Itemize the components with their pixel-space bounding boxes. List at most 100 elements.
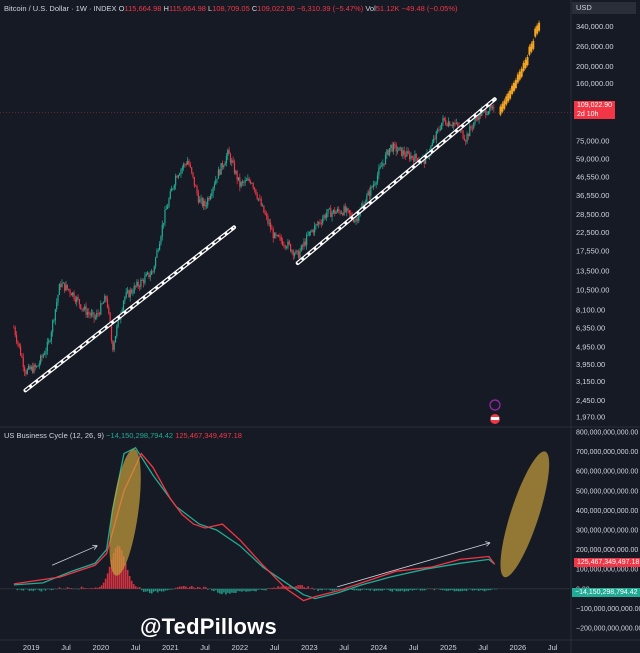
histogram-bar <box>60 588 63 590</box>
histogram-bar <box>86 588 89 590</box>
trendline-dashes <box>297 98 496 264</box>
histogram-bar <box>433 588 436 591</box>
candle-body <box>248 178 250 182</box>
candle-body <box>53 320 55 322</box>
histogram-bar <box>78 588 81 590</box>
histogram-bar <box>329 588 331 591</box>
candle-body <box>481 110 483 116</box>
annotation-arrow-2023-head <box>485 541 491 547</box>
candle-body <box>136 281 138 287</box>
candle-body <box>37 365 39 367</box>
candle-body <box>61 283 63 287</box>
candle-body <box>48 341 50 342</box>
histogram-bar <box>221 588 223 595</box>
price-tick-label: 160,000.00 <box>576 79 614 88</box>
histogram-bar <box>46 588 49 590</box>
price-tick-label: 46,550.00 <box>576 173 609 182</box>
time-tick-label: Jul <box>478 643 488 652</box>
candle-body <box>257 198 260 200</box>
projection-candle <box>526 57 529 66</box>
candle-body <box>461 129 463 131</box>
histogram-bar <box>465 588 468 592</box>
time-tick-label: Jul <box>200 643 210 652</box>
indicator-tick-label: 600,000,000,000.00 <box>576 469 638 476</box>
histogram-bar <box>285 586 287 589</box>
candle-body <box>315 224 317 226</box>
candle-body <box>378 168 380 176</box>
histogram-bar <box>423 588 426 591</box>
price-tick-label: 10,500.00 <box>576 286 609 295</box>
candle-body <box>387 150 389 156</box>
candle-body <box>370 186 372 196</box>
histogram-bar <box>369 588 372 591</box>
candle-body <box>163 223 165 225</box>
histogram-bar <box>247 588 249 592</box>
histogram-bar <box>245 588 247 592</box>
candle-body <box>220 163 222 175</box>
candle-body <box>157 250 159 251</box>
candle-body <box>463 138 465 141</box>
candle-body <box>129 290 131 298</box>
candle-body <box>168 198 170 207</box>
candle-body <box>286 247 288 248</box>
histogram-bar <box>233 588 235 593</box>
histogram-bar <box>469 588 472 590</box>
histogram-bar <box>50 588 53 591</box>
candle-body <box>169 191 171 199</box>
candle-body <box>41 355 43 358</box>
candle-body <box>81 308 83 310</box>
time-tick-label: Jul <box>339 643 349 652</box>
price-tick-label: 75,000.00 <box>576 136 609 145</box>
candle-body <box>14 327 16 336</box>
candle-body <box>271 229 273 230</box>
histogram-bar <box>427 588 430 589</box>
candle-body <box>372 184 375 188</box>
candle-body <box>336 209 339 212</box>
last-price-value: 109,022.90 <box>577 102 613 109</box>
candle-body <box>104 296 106 303</box>
histogram-bar <box>52 588 55 590</box>
candle-body <box>199 199 201 203</box>
indicator-value-1: −14,150,298,794.42 <box>106 431 174 440</box>
candle-body <box>212 187 214 194</box>
candle-body <box>486 113 488 115</box>
candle-body <box>171 188 173 192</box>
candle-body <box>265 214 268 217</box>
candle-body <box>227 149 229 157</box>
candle-body <box>45 351 47 355</box>
histogram-bar <box>421 588 424 591</box>
candle-body <box>465 140 467 142</box>
volume-value: 51.12K <box>375 4 400 13</box>
histogram-bar <box>315 588 317 590</box>
histogram-bar <box>321 588 323 591</box>
currency-label[interactable]: USD <box>572 2 636 14</box>
histogram-bar <box>373 588 376 592</box>
histogram-bar <box>443 588 446 591</box>
histogram-bar <box>211 588 213 591</box>
histogram-bar <box>425 588 428 590</box>
candle-body <box>330 208 332 217</box>
candle-body <box>415 153 417 159</box>
candle-body <box>19 346 22 356</box>
time-tick-label: Jul <box>270 643 280 652</box>
histogram-bar <box>32 588 35 592</box>
histogram-bar <box>76 588 79 590</box>
histogram-bar <box>62 588 65 590</box>
histogram-bar <box>209 588 211 589</box>
histogram-bar <box>381 588 384 591</box>
candle-body <box>58 284 60 296</box>
indicator-tick-label: 100,000,000,000.00 <box>576 567 638 574</box>
watermark: @TedPillows <box>140 614 277 639</box>
histogram-bar <box>327 588 329 590</box>
candle-body <box>156 250 158 258</box>
candle-body <box>183 163 185 168</box>
candle-body <box>439 129 441 131</box>
histogram-bar <box>451 588 454 591</box>
candle-body <box>207 198 209 206</box>
histogram-bar <box>403 588 406 592</box>
time-tick-label: Jul <box>61 643 71 652</box>
histogram-bar <box>176 587 179 589</box>
histogram-bar <box>397 588 400 592</box>
candle-body <box>29 365 31 370</box>
